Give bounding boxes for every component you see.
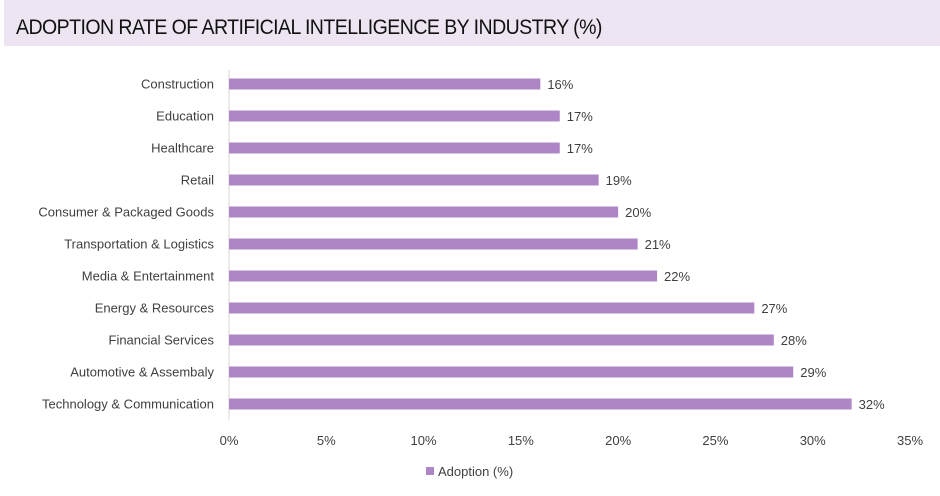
chart-title: ADOPTION RATE OF ARTIFICIAL INTELLIGENCE… bbox=[16, 16, 602, 39]
legend-label: Adoption (%) bbox=[438, 464, 513, 479]
data-label: 22% bbox=[664, 269, 690, 284]
data-label: 32% bbox=[859, 397, 885, 412]
x-tick-label: 0% bbox=[220, 433, 239, 448]
category-label: Media & Entertainment bbox=[82, 269, 215, 284]
data-label: 21% bbox=[645, 237, 671, 252]
x-tick-label: 25% bbox=[702, 433, 728, 448]
bar bbox=[229, 270, 658, 282]
legend-swatch bbox=[426, 467, 434, 475]
category-label: Retail bbox=[181, 173, 214, 188]
x-tick-label: 10% bbox=[411, 433, 437, 448]
category-label: Healthcare bbox=[151, 141, 214, 156]
bar bbox=[229, 142, 560, 154]
category-label: Technology & Communication bbox=[42, 397, 214, 412]
data-label: 19% bbox=[606, 173, 632, 188]
bar bbox=[229, 334, 774, 346]
category-label: Education bbox=[156, 109, 214, 124]
data-label: 29% bbox=[800, 365, 826, 380]
category-label: Transportation & Logistics bbox=[64, 237, 214, 252]
data-label: 17% bbox=[567, 109, 593, 124]
category-label: Construction bbox=[141, 77, 214, 92]
x-tick-label: 5% bbox=[317, 433, 336, 448]
data-label: 20% bbox=[625, 205, 651, 220]
category-label: Consumer & Packaged Goods bbox=[38, 205, 214, 220]
bar bbox=[229, 78, 541, 90]
category-label: Financial Services bbox=[109, 333, 215, 348]
x-tick-label: 15% bbox=[508, 433, 534, 448]
data-label: 28% bbox=[781, 333, 807, 348]
bar bbox=[229, 174, 599, 186]
bar bbox=[229, 302, 755, 314]
bar bbox=[229, 110, 560, 122]
category-label: Automotive & Assembaly bbox=[70, 365, 214, 380]
bar bbox=[229, 206, 619, 218]
data-label: 27% bbox=[761, 301, 787, 316]
x-tick-label: 30% bbox=[800, 433, 826, 448]
title-band: ADOPTION RATE OF ARTIFICIAL INTELLIGENCE… bbox=[4, 0, 940, 46]
x-tick-label: 35% bbox=[897, 433, 923, 448]
data-label: 17% bbox=[567, 141, 593, 156]
bar bbox=[229, 398, 852, 410]
bar bbox=[229, 238, 638, 250]
bar bbox=[229, 366, 794, 378]
data-label: 16% bbox=[547, 77, 573, 92]
x-tick-label: 20% bbox=[605, 433, 631, 448]
category-label: Energy & Resources bbox=[95, 301, 215, 316]
